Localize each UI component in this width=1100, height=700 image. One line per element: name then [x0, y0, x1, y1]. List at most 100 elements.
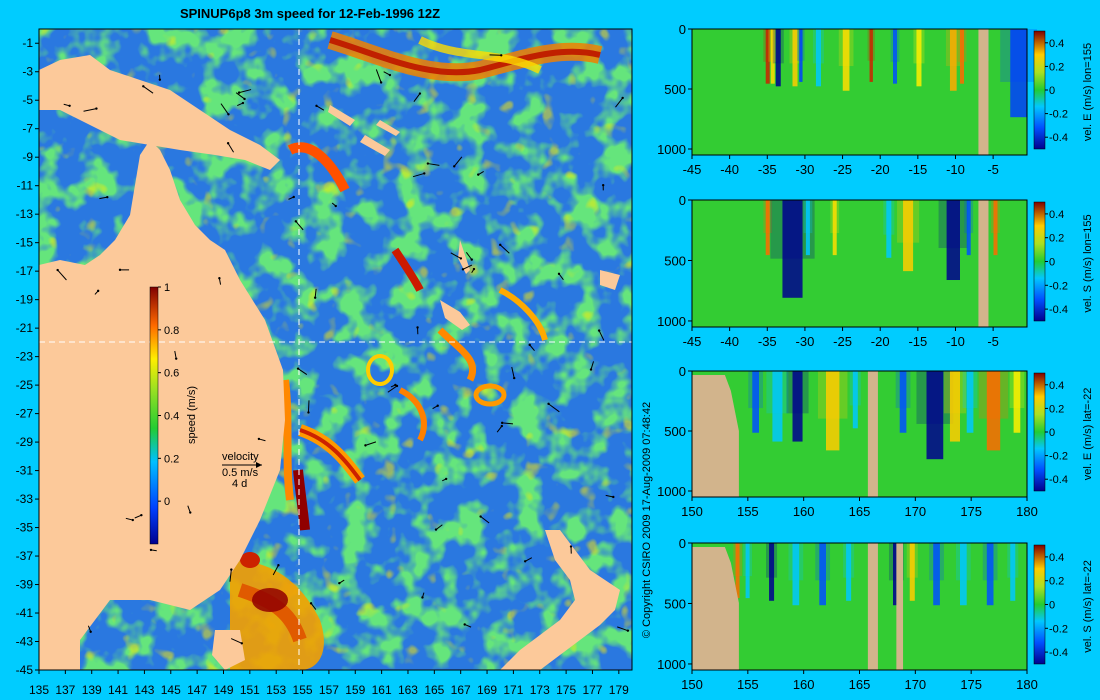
- velocity-arrow-head: [499, 243, 502, 247]
- velocity-arrow-head: [500, 424, 504, 428]
- section-x-tick-label: -15: [908, 334, 927, 349]
- velocity-arrow: [450, 252, 462, 259]
- section-x-tick-label: -5: [987, 162, 999, 177]
- map-x-tick-label: 147: [187, 683, 207, 697]
- section-velocity-band: [842, 29, 850, 91]
- section-velocity-band: [846, 543, 852, 601]
- map-title: SPINUP6p8 3m speed for 12-Feb-1996 12Z: [180, 6, 440, 21]
- section-background: [692, 29, 1027, 155]
- section-x-tick-label: 150: [681, 504, 703, 519]
- section-velocity-halo: [786, 371, 809, 414]
- map-y-tick-label: -3: [22, 65, 33, 79]
- map-y-tick-label: -25: [16, 378, 34, 392]
- section-x-tick-label: -15: [908, 162, 927, 177]
- section-x-tick-label: 165: [849, 504, 871, 519]
- section-velocity-halo: [895, 371, 911, 409]
- section-velocity-band: [826, 371, 840, 451]
- velocity-arrow: [427, 163, 440, 166]
- map-y-tick-label: -17: [16, 264, 34, 278]
- speed-colorbar-tick-label: 0: [164, 496, 170, 508]
- velocity-arrow-head: [626, 629, 630, 632]
- section-velocity-halo: [815, 543, 831, 581]
- velocity-arrow-head: [459, 257, 463, 260]
- map-y-tick-label: -1: [22, 36, 33, 50]
- section-x-tick-label: 150: [681, 677, 703, 692]
- new-zealand-land: [500, 530, 620, 670]
- map-x-axis: 135 137 139 141 143 145 147 149 151 153 155 157 159 1…: [29, 670, 629, 697]
- velocity-arrow-head: [313, 296, 317, 299]
- section-velocity-band: [799, 29, 803, 82]
- section-panel-1: 0 500 1000 -45 -40 -35 -30 -25 -20 -15 -10 -5 0.4 0.2…: [657, 22, 1094, 177]
- section-x-tick-label: -30: [796, 334, 815, 349]
- section-velocity-halo: [890, 29, 900, 62]
- map-x-tick-label: 167: [451, 683, 471, 697]
- section-velocity-band: [886, 200, 892, 258]
- map-y-tick-label: -7: [22, 122, 33, 136]
- section-colorbar-tick-label: 0: [1049, 85, 1055, 97]
- velocity-arrow-head: [241, 101, 245, 105]
- section-colorbar-tick-label: -0.4: [1049, 647, 1068, 659]
- map-x-tick-label: 139: [82, 683, 102, 697]
- section-velocity-halo: [748, 371, 764, 409]
- section-velocity-band: [819, 543, 826, 606]
- velocity-arrow-head: [500, 54, 503, 57]
- section-velocity-band: [893, 29, 898, 84]
- map-y-tick-label: -45: [16, 663, 34, 677]
- velocity-arrow-head: [528, 343, 531, 347]
- speed-colorbar-tick-label: 1: [164, 282, 170, 294]
- section-velocity-band: [903, 200, 914, 272]
- velocity-arrow-head: [294, 220, 298, 223]
- map-x-tick-label: 141: [108, 683, 128, 697]
- velocity-arrow-head: [95, 107, 98, 110]
- copyright-text: © Copyright CSIRO 2009 17-Aug-2009 07:48…: [641, 402, 653, 638]
- section-velocity-halo: [1007, 543, 1019, 578]
- section-colorbar-tick-label: -0.4: [1049, 474, 1068, 486]
- section-colorbar-tick-label: 0.2: [1049, 61, 1064, 73]
- velocity-arrow-head: [436, 404, 439, 407]
- section-x-tick-label: 180: [1016, 504, 1038, 519]
- map-x-tick-label: 151: [240, 683, 260, 697]
- section-colorbar-tick-label: -0.2: [1049, 280, 1068, 292]
- velocity-arrow: [314, 288, 317, 298]
- velocity-arrow-head: [338, 581, 341, 585]
- section-velocity-band: [986, 371, 1001, 451]
- section-x-tick-label: -25: [833, 162, 852, 177]
- velocity-arrow-head: [479, 515, 482, 518]
- velocity-arrow: [235, 92, 245, 100]
- section-velocity-band: [805, 200, 810, 256]
- section-velocity-halo: [897, 200, 920, 243]
- section-x-tick-label: 170: [904, 677, 926, 692]
- section-velocity-halo: [938, 200, 969, 249]
- section-x-tick-label: -20: [871, 162, 890, 177]
- velocity-arrow-head: [315, 104, 318, 108]
- section-velocity-band: [832, 200, 837, 256]
- solomon-islands-land: [328, 105, 400, 156]
- section-colorbar-ramp: [1033, 201, 1046, 322]
- section-x-tick-label: -25: [833, 334, 852, 349]
- velocity-arrow: [496, 425, 503, 433]
- map-y-tick-label: -23: [16, 350, 34, 364]
- velocity-arrow-head: [230, 568, 233, 571]
- section-velocity-halo: [733, 543, 742, 577]
- speed-colorbar-tick-label: 0.6: [164, 368, 179, 380]
- section-colorbar-ramp: [1033, 372, 1046, 492]
- velocity-legend-label: velocity: [222, 451, 259, 463]
- map-x-tick-label: 177: [582, 683, 602, 697]
- speed-colorbar-tick-label: 0.2: [164, 453, 179, 465]
- section-velocity-halo: [883, 200, 895, 235]
- section-velocity-halo: [817, 371, 848, 419]
- velocity-arrow-head: [597, 329, 601, 332]
- section-velocity-halo: [766, 371, 789, 414]
- velocity-arrow-head: [240, 642, 243, 645]
- section-x-tick-label: 155: [737, 504, 759, 519]
- section-velocity-band: [993, 200, 998, 256]
- map-y-tick-label: -35: [16, 521, 34, 535]
- section-velocity-halo: [849, 371, 861, 406]
- section-y-tick-label: 500: [664, 424, 686, 439]
- section-velocity-halo: [964, 200, 974, 234]
- velocity-arrow-head: [601, 183, 605, 187]
- velocity-arrow-head: [557, 272, 561, 276]
- velocity-legend-speed: 0.5 m/s: [222, 467, 259, 479]
- map-x-tick-label: 145: [161, 683, 181, 697]
- velocity-arrow-head: [142, 85, 145, 88]
